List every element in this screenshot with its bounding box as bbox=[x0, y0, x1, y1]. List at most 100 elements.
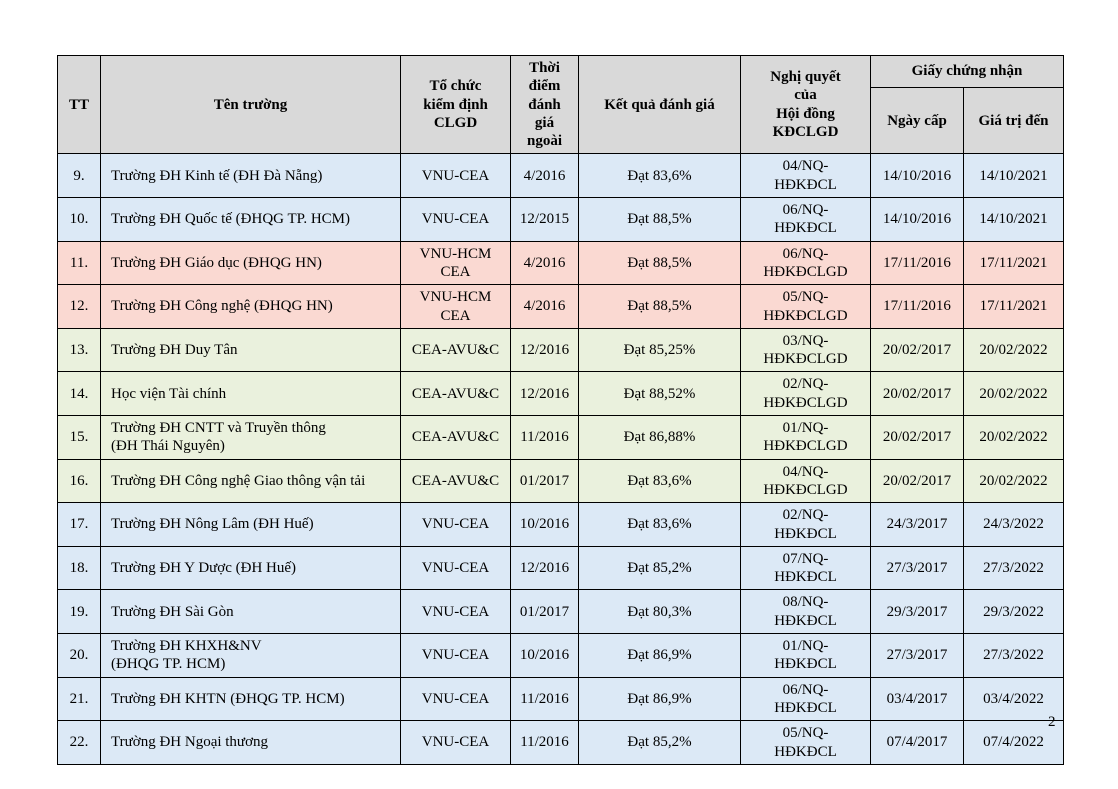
cell-result: Đạt 83,6% bbox=[578, 153, 741, 199]
cell-resolution: 06/NQ- HĐKĐCLGD bbox=[740, 240, 871, 286]
accreditation-table: TT Tên trường Tổ chức kiểm định CLGD Thờ… bbox=[57, 54, 1064, 765]
table-row: 12. Trường ĐH Công nghệ (ĐHQG HN) VNU-HC… bbox=[57, 284, 1064, 329]
cell-result: Đạt 88,5% bbox=[578, 284, 741, 329]
cell-valid-until: 07/4/2022 bbox=[963, 720, 1064, 765]
cell-school-name: Trường ĐH Sài Gòn bbox=[100, 589, 401, 635]
table-row: 16. Trường ĐH Công nghệ Giao thông vận t… bbox=[57, 458, 1064, 504]
cell-resolution: 06/NQ- HĐKĐCL bbox=[740, 676, 871, 722]
cell-issue-date: 17/11/2016 bbox=[870, 284, 964, 329]
cell-index: 22. bbox=[57, 720, 101, 765]
cell-evaluation-time: 4/2016 bbox=[510, 153, 579, 199]
cell-valid-until: 17/11/2021 bbox=[963, 284, 1064, 329]
cell-index: 19. bbox=[57, 589, 101, 635]
cell-evaluation-time: 01/2017 bbox=[510, 458, 579, 504]
table-row: 15. Trường ĐH CNTT và Truyền thông (ĐH T… bbox=[57, 415, 1064, 460]
table-row: 17. Trường ĐH Nông Lâm (ĐH Huế) VNU-CEA … bbox=[57, 502, 1064, 547]
cell-result: Đạt 83,6% bbox=[578, 502, 741, 547]
cell-school-name: Trường ĐH Ngoại thương bbox=[100, 720, 401, 765]
cell-valid-until: 20/02/2022 bbox=[963, 371, 1064, 417]
cell-resolution: 02/NQ- HĐKĐCL bbox=[740, 502, 871, 547]
cell-accreditor: VNU-CEA bbox=[400, 545, 511, 591]
cell-index: 14. bbox=[57, 371, 101, 417]
cell-index: 9. bbox=[57, 153, 101, 199]
cell-accreditor: VNU-CEA bbox=[400, 589, 511, 635]
cell-resolution: 01/NQ- HĐKĐCLGD bbox=[740, 415, 871, 460]
cell-resolution: 04/NQ- HĐKĐCLGD bbox=[740, 458, 871, 504]
cell-issue-date: 20/02/2017 bbox=[870, 371, 964, 417]
header-tt: TT bbox=[57, 54, 101, 155]
header-resolution: Nghị quyết của Hội đồng KĐCLGD bbox=[740, 54, 871, 155]
table-row: 11. Trường ĐH Giáo dục (ĐHQG HN) VNU-HCM… bbox=[57, 240, 1064, 286]
cell-accreditor: VNU-CEA bbox=[400, 633, 511, 678]
cell-evaluation-time: 12/2016 bbox=[510, 371, 579, 417]
cell-evaluation-time: 4/2016 bbox=[510, 284, 579, 329]
header-accreditor: Tổ chức kiểm định CLGD bbox=[400, 54, 511, 155]
cell-accreditor: VNU-CEA bbox=[400, 676, 511, 722]
cell-issue-date: 03/4/2017 bbox=[870, 676, 964, 722]
cell-issue-date: 29/3/2017 bbox=[870, 589, 964, 635]
cell-issue-date: 17/11/2016 bbox=[870, 240, 964, 286]
cell-resolution: 04/NQ- HĐKĐCL bbox=[740, 153, 871, 199]
cell-index: 13. bbox=[57, 327, 101, 373]
cell-school-name: Học viện Tài chính bbox=[100, 371, 401, 417]
cell-result: Đạt 88,52% bbox=[578, 371, 741, 417]
cell-result: Đạt 88,5% bbox=[578, 197, 741, 242]
cell-school-name: Trường ĐH Y Dược (ĐH Huế) bbox=[100, 545, 401, 591]
cell-valid-until: 14/10/2021 bbox=[963, 153, 1064, 199]
table-row: 14. Học viện Tài chính CEA-AVU&C 12/2016… bbox=[57, 371, 1064, 417]
cell-result: Đạt 80,3% bbox=[578, 589, 741, 635]
table-body: 9. Trường ĐH Kinh tế (ĐH Đà Nẵng) VNU-CE… bbox=[57, 153, 1064, 765]
header-evaluation-time: Thời điểm đánh giá ngoài bbox=[510, 54, 579, 155]
table-row: 9. Trường ĐH Kinh tế (ĐH Đà Nẵng) VNU-CE… bbox=[57, 153, 1064, 199]
header-valid-until: Giá trị đến bbox=[963, 87, 1064, 155]
cell-school-name: Trường ĐH Duy Tân bbox=[100, 327, 401, 373]
cell-school-name: Trường ĐH Công nghệ Giao thông vận tải bbox=[100, 458, 401, 504]
cell-valid-until: 29/3/2022 bbox=[963, 589, 1064, 635]
cell-resolution: 02/NQ- HĐKĐCLGD bbox=[740, 371, 871, 417]
cell-school-name: Trường ĐH Giáo dục (ĐHQG HN) bbox=[100, 240, 401, 286]
cell-evaluation-time: 12/2016 bbox=[510, 545, 579, 591]
cell-index: 20. bbox=[57, 633, 101, 678]
cell-evaluation-time: 10/2016 bbox=[510, 502, 579, 547]
cell-evaluation-time: 10/2016 bbox=[510, 633, 579, 678]
cell-result: Đạt 83,6% bbox=[578, 458, 741, 504]
cell-school-name: Trường ĐH Quốc tế (ĐHQG TP. HCM) bbox=[100, 197, 401, 242]
table-row: 19. Trường ĐH Sài Gòn VNU-CEA 01/2017 Đạ… bbox=[57, 589, 1064, 635]
cell-issue-date: 24/3/2017 bbox=[870, 502, 964, 547]
cell-evaluation-time: 11/2016 bbox=[510, 720, 579, 765]
cell-result: Đạt 85,25% bbox=[578, 327, 741, 373]
cell-school-name: Trường ĐH KHTN (ĐHQG TP. HCM) bbox=[100, 676, 401, 722]
cell-accreditor: CEA-AVU&C bbox=[400, 371, 511, 417]
cell-index: 18. bbox=[57, 545, 101, 591]
cell-accreditor: CEA-AVU&C bbox=[400, 458, 511, 504]
header-issue-date: Ngày cấp bbox=[870, 87, 964, 155]
cell-result: Đạt 85,2% bbox=[578, 720, 741, 765]
cell-resolution: 01/NQ- HĐKĐCL bbox=[740, 633, 871, 678]
header-certificate: Giấy chứng nhận bbox=[870, 54, 1064, 89]
cell-result: Đạt 85,2% bbox=[578, 545, 741, 591]
cell-accreditor: CEA-AVU&C bbox=[400, 415, 511, 460]
cell-valid-until: 17/11/2021 bbox=[963, 240, 1064, 286]
table-row: 20. Trường ĐH KHXH&NV (ĐHQG TP. HCM) VNU… bbox=[57, 633, 1064, 678]
page-number: 2 bbox=[1048, 714, 1056, 730]
cell-evaluation-time: 11/2016 bbox=[510, 676, 579, 722]
cell-valid-until: 27/3/2022 bbox=[963, 633, 1064, 678]
cell-valid-until: 03/4/2022 bbox=[963, 676, 1064, 722]
cell-school-name: Trường ĐH CNTT và Truyền thông (ĐH Thái … bbox=[100, 415, 401, 460]
cell-issue-date: 20/02/2017 bbox=[870, 327, 964, 373]
cell-index: 21. bbox=[57, 676, 101, 722]
cell-valid-until: 27/3/2022 bbox=[963, 545, 1064, 591]
cell-issue-date: 07/4/2017 bbox=[870, 720, 964, 765]
cell-index: 17. bbox=[57, 502, 101, 547]
cell-issue-date: 14/10/2016 bbox=[870, 153, 964, 199]
cell-accreditor: CEA-AVU&C bbox=[400, 327, 511, 373]
cell-valid-until: 14/10/2021 bbox=[963, 197, 1064, 242]
cell-school-name: Trường ĐH Nông Lâm (ĐH Huế) bbox=[100, 502, 401, 547]
cell-evaluation-time: 12/2015 bbox=[510, 197, 579, 242]
table-row: 22. Trường ĐH Ngoại thương VNU-CEA 11/20… bbox=[57, 720, 1064, 765]
cell-index: 12. bbox=[57, 284, 101, 329]
cell-resolution: 07/NQ- HĐKĐCL bbox=[740, 545, 871, 591]
cell-accreditor: VNU-CEA bbox=[400, 153, 511, 199]
cell-resolution: 08/NQ- HĐKĐCL bbox=[740, 589, 871, 635]
cell-accreditor: VNU-CEA bbox=[400, 720, 511, 765]
